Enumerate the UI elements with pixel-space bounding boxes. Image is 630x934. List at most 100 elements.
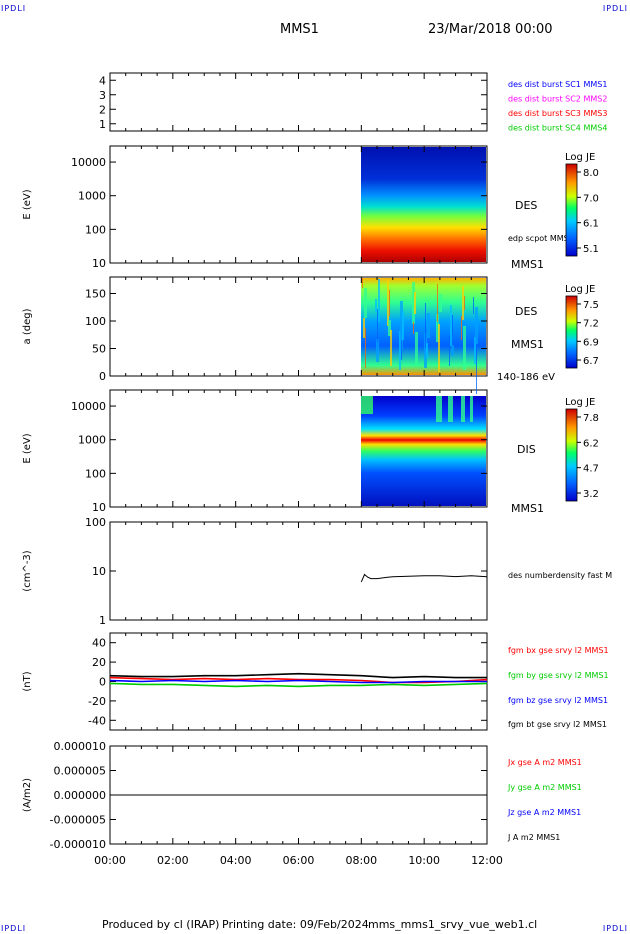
spectrogram-streak — [401, 341, 402, 360]
spectrogram-streak — [424, 333, 427, 368]
colorbar-title: Log JE — [565, 152, 595, 163]
x-tick-label: 04:00 — [220, 854, 252, 867]
spectrogram-streak — [412, 282, 415, 324]
y-tick-label: 10 — [92, 565, 106, 578]
spectrogram-streak — [461, 316, 462, 340]
colorbar-tick-label: 8.0 — [583, 168, 599, 179]
spectrogram-streak — [476, 347, 477, 394]
spectrogram-streak — [436, 396, 442, 422]
y-axis-label: E (eV) — [22, 433, 33, 463]
colorbar-tick-label: 7.8 — [583, 413, 599, 424]
spectrogram-streak — [452, 315, 453, 336]
y-tick-label: 10 — [92, 501, 106, 514]
spectrogram-streak — [461, 396, 465, 422]
panel-side-label: MMS1 — [511, 502, 544, 515]
x-tick-label: 08:00 — [345, 854, 377, 867]
colorbar-title: Log JE — [565, 397, 595, 408]
spectrogram-streak — [364, 288, 367, 318]
spectrogram-streak — [400, 301, 403, 350]
y-tick-label: 10000 — [71, 400, 106, 413]
x-tick-label: 10:00 — [408, 854, 440, 867]
legends: des dist burst SC1 MMS1 des dist burst SC… — [497, 80, 612, 842]
panel-side-label: 140-186 eV — [497, 372, 555, 383]
series-line-5-3 — [109, 672, 487, 679]
burst-legend-entry: des dist burst SC3 MMS3 — [508, 109, 607, 118]
y-axis-label: (A/m2) — [22, 778, 33, 812]
spectrogram-streak — [426, 343, 428, 358]
y-tick-label: 1 — [99, 614, 106, 627]
y-tick-label: 10000 — [71, 156, 106, 169]
dis-energy-spectrogram — [361, 396, 486, 506]
dis-energy-streaks — [361, 396, 473, 422]
series-legend-entry: fgm bx gse srvy l2 MMS1 — [508, 646, 609, 655]
y-tick-label: 20 — [92, 656, 106, 669]
colorbars: Log JE 8.0 7.0 6.1 5.1 Log JE 7.5 7.2 6.9 6.7 Log … — [565, 152, 599, 502]
series-legend-entry: fgm bz gse srvy l2 MMS1 — [508, 696, 608, 705]
spectrogram-streak — [437, 284, 438, 322]
y-tick-label: -20 — [88, 695, 106, 708]
y-tick-label: 1000 — [78, 434, 106, 447]
panel-side-label: DES — [515, 305, 537, 318]
spectrogram-streak — [474, 337, 476, 364]
des-pitch-streaks — [362, 278, 478, 394]
colorbar-tick-label: 6.9 — [583, 337, 599, 348]
y-tick-label: 40 — [92, 637, 106, 650]
y-tick-label: 0 — [99, 370, 106, 383]
x-tick-label: 02:00 — [157, 854, 189, 867]
spectrogram-streak — [388, 320, 391, 336]
colorbar-tick-label: 6.1 — [583, 219, 599, 230]
spectrogram-streak — [463, 326, 466, 370]
y-axis-label: (cm^-3) — [22, 550, 33, 591]
panel-side-label: MMS1 — [511, 258, 544, 271]
spectrogram-streak — [436, 314, 439, 342]
footer-file: mms_mms1_srvy_vue_web1.cl — [368, 918, 538, 931]
spectrogram-streak — [413, 322, 414, 334]
y-tick-label: 4 — [99, 74, 106, 87]
spectrogram-streak — [425, 303, 426, 348]
y-tick-label: -40 — [88, 714, 106, 727]
x-axis-ticks: 00:00 02:00 04:00 06:00 08:00 10:00 12:00 — [94, 73, 503, 867]
burst-legend-entry: des dist burst SC1 MMS1 — [508, 80, 607, 89]
burst-legend-entry: des dist burst SC4 MMS4 — [508, 124, 607, 133]
corner-label-bottom-left: IPDLI — [1, 924, 27, 933]
colorbar-tick-label: 3.2 — [583, 489, 599, 500]
corner-label-bottom-right: IPDLI — [602, 924, 628, 933]
y-tick-label: 2 — [99, 103, 106, 116]
series-legend-entry: des numberdensity fast M — [508, 571, 612, 580]
y-tick-label: 3 — [99, 89, 106, 102]
series-legend-entry: Jz gse A m2 MMS1 — [507, 808, 581, 817]
y-axis-label: a (deg) — [22, 308, 33, 344]
series-legend-entry: Jy gse A m2 MMS1 — [507, 783, 582, 792]
y-tick-label: 0.000000 — [54, 789, 107, 802]
spectrogram-streak — [389, 290, 390, 316]
colorbar — [565, 295, 578, 369]
series-legend-entry: J A m2 MMS1 — [507, 833, 560, 842]
panel-frame-density — [109, 521, 488, 621]
y-tick-label: 150 — [85, 288, 106, 301]
colorbar — [565, 163, 578, 257]
spectrogram-streak — [414, 292, 416, 314]
colorbar-tick-label: 7.5 — [583, 300, 599, 311]
y-tick-label: 0 — [99, 676, 106, 689]
spectrogram-streak — [378, 279, 380, 322]
spacecraft-title: MMS1 — [280, 22, 319, 37]
y-tick-label: 50 — [92, 343, 106, 356]
spectrogram-streak — [475, 307, 478, 344]
y-axis-label: (nT) — [22, 671, 33, 691]
spectrogram-streak — [450, 305, 452, 346]
spectrogram-streak — [462, 286, 464, 320]
spectrogram-streak — [363, 318, 365, 338]
corner-label-top-right: IPDLI — [602, 4, 628, 13]
footer-printing-date: Printing date: 09/Feb/2024 — [222, 918, 369, 931]
spectrogram-streak — [361, 396, 373, 414]
colorbar-tick-label: 4.7 — [583, 464, 599, 475]
spectrogram-streak — [377, 309, 378, 342]
colorbar-tick-label: 7.0 — [583, 193, 599, 204]
colorbar — [565, 408, 578, 502]
y-tick-label: 1 — [99, 118, 106, 131]
des-energy-spectrogram — [361, 147, 486, 262]
x-tick-label: 12:00 — [471, 854, 503, 867]
panel-side-label: edp scpot MMS1 — [508, 234, 574, 243]
